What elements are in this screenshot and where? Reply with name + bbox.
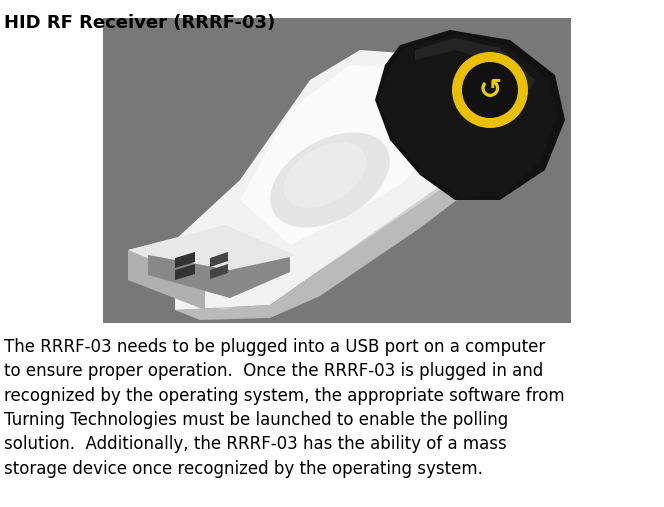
Polygon shape xyxy=(200,200,280,295)
Polygon shape xyxy=(175,264,195,280)
Polygon shape xyxy=(128,225,295,282)
Text: The RRRF-03 needs to be plugged into a USB port on a computer
to ensure proper o: The RRRF-03 needs to be plugged into a U… xyxy=(4,338,564,478)
Polygon shape xyxy=(128,225,295,310)
Polygon shape xyxy=(210,264,228,279)
Polygon shape xyxy=(375,30,565,200)
Polygon shape xyxy=(175,252,195,268)
Ellipse shape xyxy=(462,62,518,118)
Ellipse shape xyxy=(270,132,390,228)
Ellipse shape xyxy=(284,142,367,208)
Polygon shape xyxy=(240,65,450,245)
Polygon shape xyxy=(415,38,535,90)
Polygon shape xyxy=(128,250,205,310)
Text: HID RF Receiver (RRRF-03): HID RF Receiver (RRRF-03) xyxy=(4,14,276,32)
Polygon shape xyxy=(148,255,290,298)
Polygon shape xyxy=(175,50,490,310)
Text: ↺: ↺ xyxy=(478,76,501,104)
Polygon shape xyxy=(210,252,228,267)
Ellipse shape xyxy=(452,52,528,128)
Polygon shape xyxy=(378,35,558,197)
Bar xyxy=(103,18,571,323)
Polygon shape xyxy=(175,130,490,320)
